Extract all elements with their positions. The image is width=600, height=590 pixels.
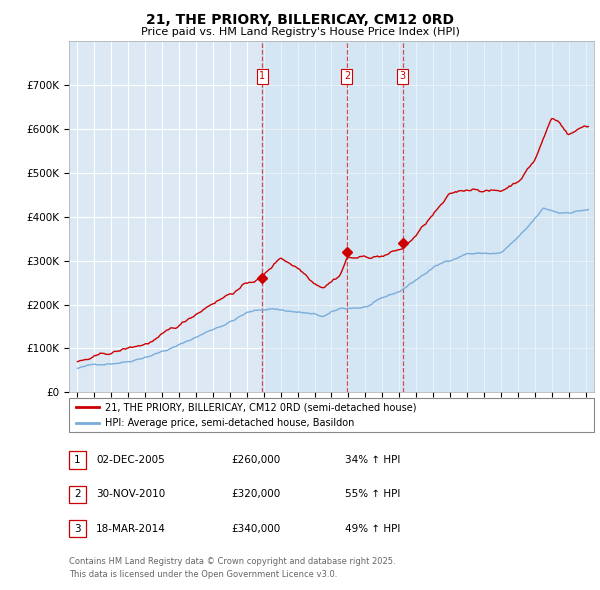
- Text: £260,000: £260,000: [231, 455, 280, 465]
- Text: 21, THE PRIORY, BILLERICAY, CM12 0RD (semi-detached house): 21, THE PRIORY, BILLERICAY, CM12 0RD (se…: [105, 402, 416, 412]
- Text: 55% ↑ HPI: 55% ↑ HPI: [345, 490, 400, 499]
- Text: 2: 2: [74, 490, 81, 499]
- Text: HPI: Average price, semi-detached house, Basildon: HPI: Average price, semi-detached house,…: [105, 418, 355, 428]
- Text: This data is licensed under the Open Government Licence v3.0.: This data is licensed under the Open Gov…: [69, 571, 337, 579]
- Text: 18-MAR-2014: 18-MAR-2014: [96, 524, 166, 533]
- Text: 3: 3: [400, 71, 406, 81]
- Text: £320,000: £320,000: [231, 490, 280, 499]
- Text: 1: 1: [74, 455, 81, 465]
- Text: Price paid vs. HM Land Registry's House Price Index (HPI): Price paid vs. HM Land Registry's House …: [140, 27, 460, 37]
- Text: 30-NOV-2010: 30-NOV-2010: [96, 490, 165, 499]
- Bar: [262, 41, 594, 392]
- Text: 02-DEC-2005: 02-DEC-2005: [96, 455, 165, 465]
- Text: 49% ↑ HPI: 49% ↑ HPI: [345, 524, 400, 533]
- Text: £340,000: £340,000: [231, 524, 280, 533]
- Text: 21, THE PRIORY, BILLERICAY, CM12 0RD: 21, THE PRIORY, BILLERICAY, CM12 0RD: [146, 13, 454, 27]
- Text: 34% ↑ HPI: 34% ↑ HPI: [345, 455, 400, 465]
- Text: 2: 2: [344, 71, 350, 81]
- Text: 3: 3: [74, 524, 81, 533]
- Text: 1: 1: [259, 71, 265, 81]
- Text: Contains HM Land Registry data © Crown copyright and database right 2025.: Contains HM Land Registry data © Crown c…: [69, 558, 395, 566]
